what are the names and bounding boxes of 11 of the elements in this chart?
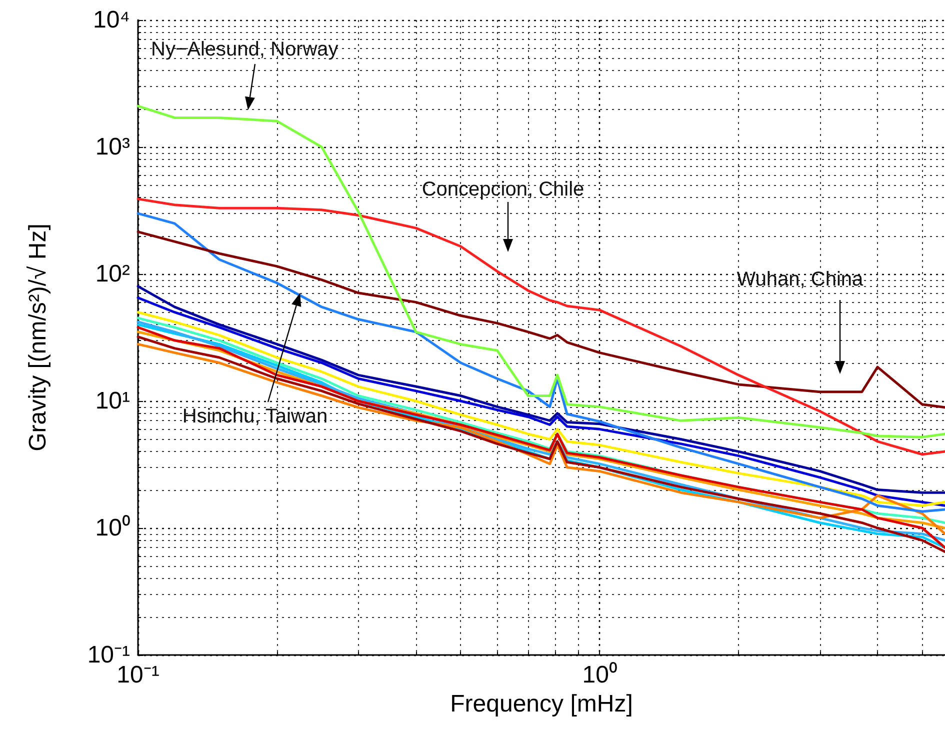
annotation: Wuhan, China (736, 268, 864, 290)
y-axis-title: Gravity [(nm/s²)/√ Hz] (24, 224, 52, 452)
y-tick-label: 10¹ (95, 388, 130, 414)
y-tick-label: 10² (95, 260, 130, 288)
y-tick-label: 10⁰ (95, 514, 130, 542)
x-axis-title: Frequency [mHz] (450, 690, 633, 718)
annotation: Hsinchu, Taiwan (182, 405, 328, 428)
y-tick-label: 10³ (95, 134, 130, 160)
y-tick-label: 10⁴ (92, 6, 130, 34)
annotation: Ny−Alesund, Norway (151, 38, 338, 60)
annotation: Concepcion, Chile (422, 178, 584, 200)
